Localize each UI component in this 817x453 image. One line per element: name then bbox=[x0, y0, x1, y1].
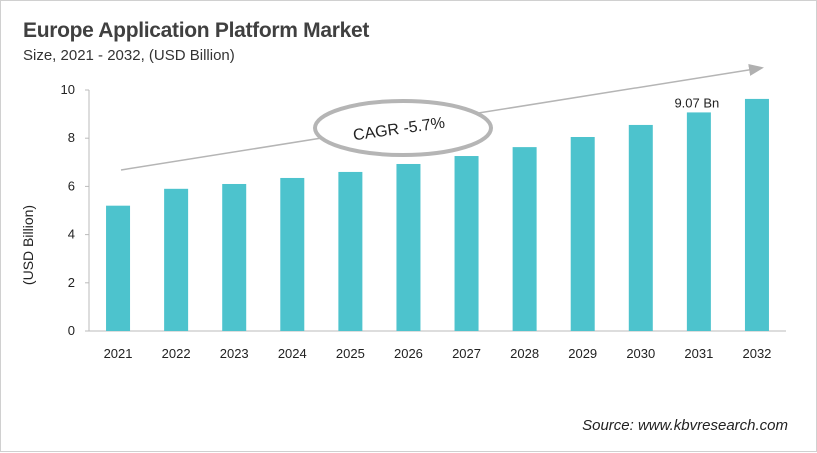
x-tick-label: 2023 bbox=[220, 346, 249, 361]
x-tick-label: 2029 bbox=[568, 346, 597, 361]
bar-2025 bbox=[338, 171, 363, 331]
bar-2022 bbox=[164, 188, 189, 331]
bar-2023 bbox=[222, 183, 247, 331]
data-label: 9.07 Bn bbox=[674, 95, 719, 110]
x-tick-label: 2024 bbox=[278, 346, 307, 361]
x-tick-label: 2025 bbox=[336, 346, 365, 361]
bar-2032 bbox=[744, 98, 769, 332]
y-tick-label: 8 bbox=[68, 130, 75, 145]
bar-2026 bbox=[396, 163, 421, 331]
source-note: Source: www.kbvresearch.com bbox=[582, 417, 788, 434]
bar-2027 bbox=[454, 156, 479, 331]
bar-2028 bbox=[512, 147, 537, 331]
x-tick-label: 2026 bbox=[394, 346, 423, 361]
x-tick-label: 2028 bbox=[510, 346, 539, 361]
y-tick-label: 2 bbox=[68, 275, 75, 290]
bar-2031 bbox=[686, 112, 711, 332]
chart-title: Europe Application Platform Market bbox=[23, 19, 370, 42]
x-tick-label: 2027 bbox=[452, 346, 481, 361]
x-tick-label: 2022 bbox=[162, 346, 191, 361]
x-tick-label: 2030 bbox=[626, 346, 655, 361]
y-tick-label: 10 bbox=[61, 82, 75, 97]
y-tick-label: 4 bbox=[68, 227, 75, 242]
x-tick-label: 2032 bbox=[742, 346, 771, 361]
x-tick-label: 2021 bbox=[104, 346, 133, 361]
y-axis-label: (USD Billion) bbox=[20, 205, 36, 285]
bar-2030 bbox=[628, 124, 653, 331]
bar-2029 bbox=[570, 136, 595, 331]
x-tick-label: 2031 bbox=[684, 346, 713, 361]
chart-subtitle: Size, 2021 - 2032, (USD Billion) bbox=[23, 47, 235, 64]
bar-2021 bbox=[106, 205, 131, 331]
cagr-ellipse bbox=[313, 99, 493, 157]
bar-2024 bbox=[280, 177, 305, 331]
y-tick-label: 0 bbox=[68, 323, 75, 338]
y-tick-label: 6 bbox=[68, 178, 75, 193]
